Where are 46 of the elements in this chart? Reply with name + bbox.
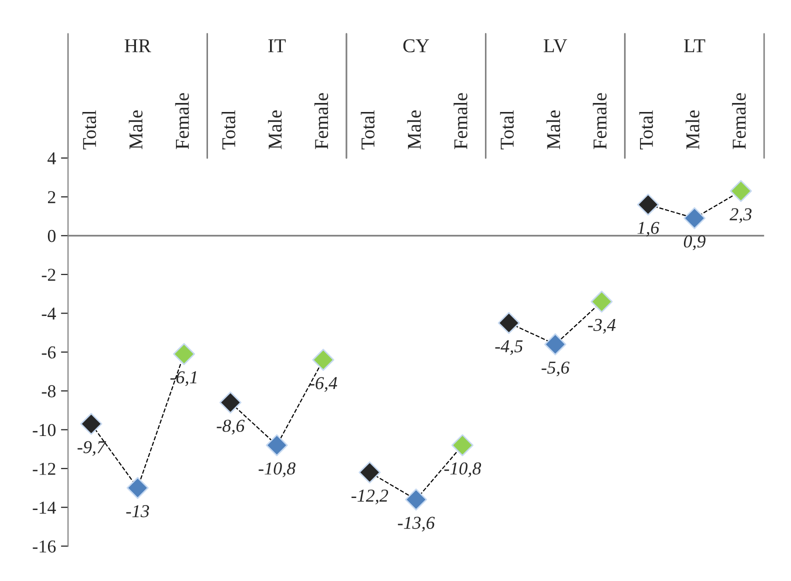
data-label: -12,2 (352, 490, 388, 504)
data-label: -8,6 (216, 420, 245, 435)
data-label: -3,4 (588, 318, 616, 334)
data-label: -13 (126, 505, 150, 518)
x-tick-label: Male (686, 110, 700, 150)
text: HR (124, 39, 152, 52)
x-tick-label: Total (82, 110, 96, 150)
text: CY (403, 39, 430, 52)
x-tick-label: Female (592, 93, 607, 150)
y-tick-label: -8 (42, 385, 56, 398)
x-tick-label: Male (128, 110, 142, 150)
x-tick-label: Total (360, 110, 375, 150)
data-label: -6,4 (310, 377, 338, 392)
x-tick-label: Male (546, 110, 560, 150)
text: IT (268, 39, 286, 52)
y-tick-label: -14 (32, 502, 56, 514)
x-tick-label: Total (500, 110, 514, 150)
x-tick-label: Male (407, 110, 421, 150)
x-tick-label: Female (175, 93, 189, 150)
x-tick-label: Total (222, 110, 236, 150)
x-tick-label: Female (314, 93, 328, 150)
data-label: -13,6 (398, 516, 435, 532)
data-label: 1,6 (637, 222, 660, 237)
data-label: -9,7 (78, 441, 106, 456)
y-tick-label: -10 (32, 424, 56, 436)
data-label: -10,8 (258, 462, 296, 478)
text: LV (544, 39, 568, 52)
y-tick-label: 4 (48, 152, 56, 164)
y-tick-label: 0 (48, 230, 56, 242)
y-tick-label: -6 (42, 346, 56, 359)
data-label: 0,9 (684, 235, 706, 250)
data-label: -6,1 (170, 371, 196, 386)
data-label: -5,6 (542, 362, 570, 376)
y-tick-label: -2 (42, 268, 56, 281)
y-tick-label: -12 (32, 462, 56, 475)
y-tick-label: -4 (42, 308, 56, 320)
x-tick-label: Female (732, 93, 746, 150)
y-tick-label: -16 (32, 540, 56, 553)
x-tick-label: Total (639, 110, 653, 150)
data-label: -10,8 (444, 462, 482, 478)
data-label: -4,5 (495, 340, 523, 355)
x-tick-label: Female (454, 93, 468, 150)
text: LT (684, 39, 706, 52)
y-tick-label: 2 (48, 191, 56, 204)
data-label: 2,3 (730, 208, 752, 223)
x-tick-label: Male (268, 110, 282, 150)
